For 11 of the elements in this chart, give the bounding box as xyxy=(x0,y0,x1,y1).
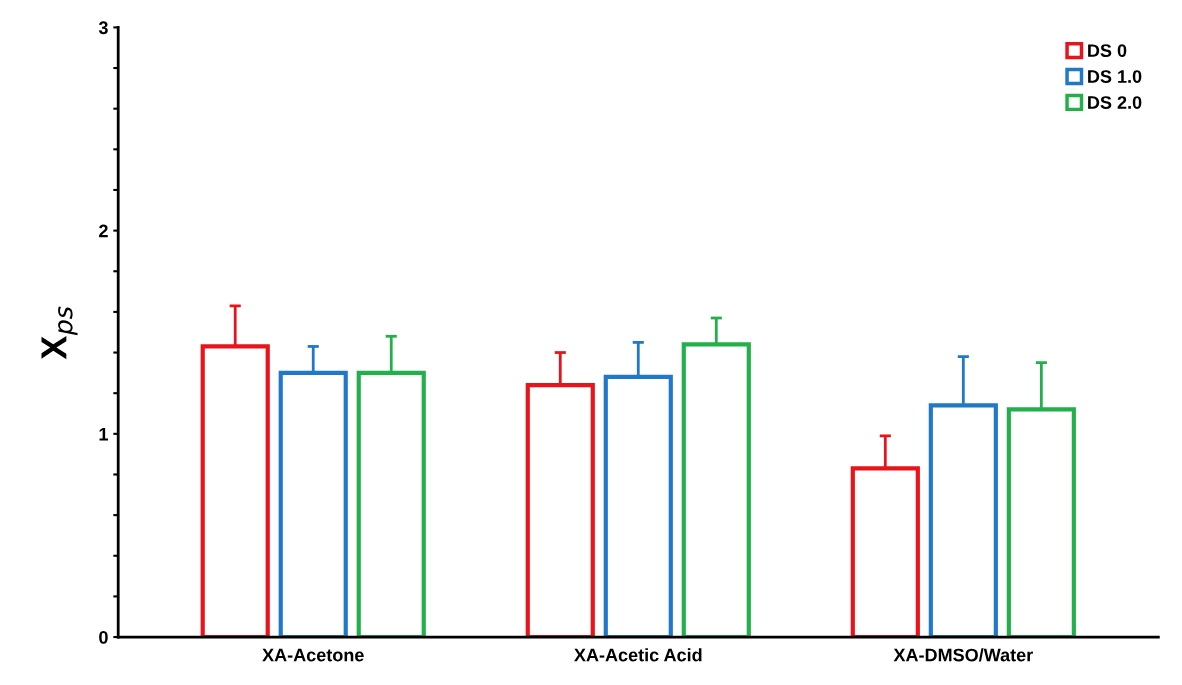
y-axis-title: X$_{ps}$ xyxy=(41,306,78,360)
x-tick-label: XA-DMSO/Water xyxy=(893,648,1033,662)
x-tick-label: XA-Acetone xyxy=(262,648,364,662)
legend-label: DS 2.0 xyxy=(1088,96,1142,109)
x-tick-label: XA-Acetic Acid xyxy=(574,648,702,662)
y-tick-label: 1 xyxy=(99,427,108,441)
legend-label: DS 1.0 xyxy=(1088,70,1142,83)
y-tick-label: 3 xyxy=(98,21,108,35)
y-tick-label: 0 xyxy=(99,630,108,644)
y-tick-label: 2 xyxy=(99,224,108,238)
legend-label: DS 0 xyxy=(1088,44,1127,58)
